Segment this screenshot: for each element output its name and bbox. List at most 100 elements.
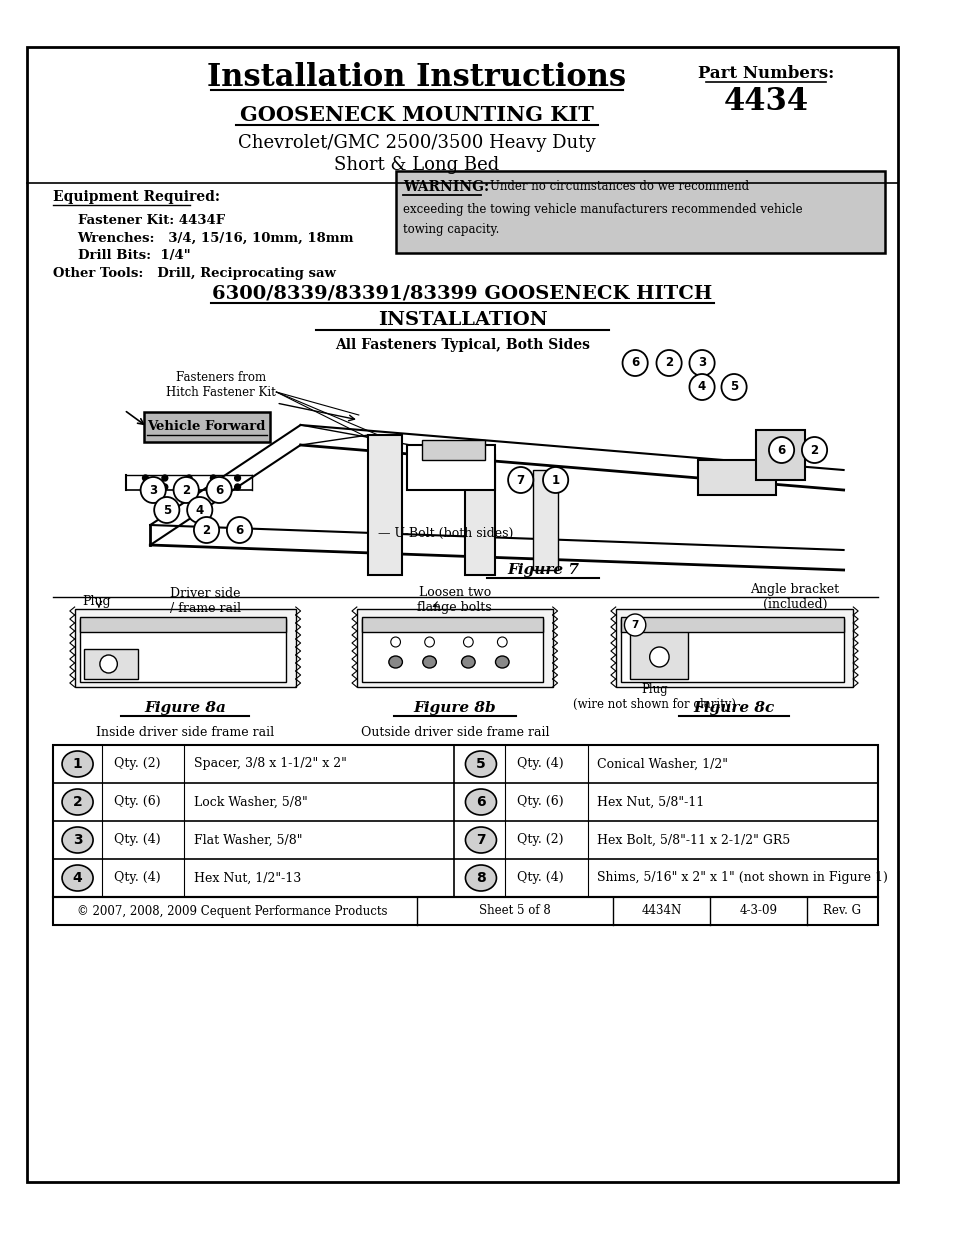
Text: Fastener Kit: 4434F: Fastener Kit: 4434F — [77, 214, 225, 226]
Text: Drill Bits:  1/4": Drill Bits: 1/4" — [77, 249, 190, 263]
Circle shape — [142, 475, 149, 480]
Text: Hex Bolt, 5/8"-11 x 2-1/2" GR5: Hex Bolt, 5/8"-11 x 2-1/2" GR5 — [597, 834, 790, 846]
Ellipse shape — [422, 656, 436, 668]
Ellipse shape — [424, 637, 434, 647]
Text: 6: 6 — [476, 795, 485, 809]
Text: — U-Bolt (both sides): — U-Bolt (both sides) — [377, 526, 513, 540]
Circle shape — [689, 374, 714, 400]
Text: Plug
(wire not shown for clarity): Plug (wire not shown for clarity) — [573, 683, 736, 711]
Circle shape — [508, 467, 533, 493]
Text: 6: 6 — [235, 524, 243, 536]
Text: Part Numbers:: Part Numbers: — [698, 64, 833, 82]
Text: 3: 3 — [72, 832, 82, 847]
Text: GOOSENECK MOUNTING KIT: GOOSENECK MOUNTING KIT — [240, 105, 594, 125]
Text: 4434N: 4434N — [640, 904, 680, 918]
Circle shape — [622, 350, 647, 375]
Text: Loosen two
flange bolts: Loosen two flange bolts — [417, 585, 492, 614]
Text: Fasteners from
Hitch Fastener Kit: Fasteners from Hitch Fastener Kit — [166, 370, 275, 399]
Ellipse shape — [465, 864, 496, 890]
Text: Figure 7: Figure 7 — [506, 563, 578, 577]
Ellipse shape — [495, 656, 509, 668]
Circle shape — [656, 350, 681, 375]
Text: 7: 7 — [631, 620, 639, 630]
Text: 5: 5 — [476, 757, 485, 771]
Circle shape — [207, 477, 232, 503]
FancyBboxPatch shape — [27, 47, 897, 1182]
Text: All Fasteners Typical, Both Sides: All Fasteners Typical, Both Sides — [335, 338, 589, 352]
Text: WARNING:: WARNING: — [403, 180, 489, 194]
Ellipse shape — [62, 827, 93, 853]
Circle shape — [186, 475, 192, 480]
Bar — [615, 609, 852, 687]
Text: Shims, 5/16" x 2" x 1" (not shown in Figure 1): Shims, 5/16" x 2" x 1" (not shown in Fig… — [597, 872, 887, 884]
Text: Qty. (4): Qty. (4) — [114, 834, 161, 846]
Text: 4434: 4434 — [722, 86, 808, 117]
Bar — [74, 609, 295, 687]
Circle shape — [542, 467, 568, 493]
Text: Wrenches:   3/4, 15/16, 10mm, 18mm: Wrenches: 3/4, 15/16, 10mm, 18mm — [77, 231, 354, 245]
Bar — [630, 624, 688, 679]
Text: 8: 8 — [476, 871, 485, 885]
Text: 6: 6 — [630, 357, 639, 369]
Text: Qty. (6): Qty. (6) — [517, 795, 563, 809]
Text: Short & Long Bed: Short & Long Bed — [334, 156, 499, 174]
Bar — [407, 445, 494, 490]
Circle shape — [140, 477, 166, 503]
Text: Installation Instructions: Installation Instructions — [207, 62, 626, 93]
Text: 5: 5 — [163, 504, 171, 516]
Bar — [421, 440, 484, 459]
Circle shape — [211, 475, 216, 480]
Circle shape — [624, 614, 645, 636]
Text: 6: 6 — [214, 483, 223, 496]
Text: Qty. (2): Qty. (2) — [517, 834, 563, 846]
Text: 5: 5 — [729, 380, 738, 394]
Bar — [53, 745, 877, 897]
Bar — [533, 471, 557, 571]
Text: 3: 3 — [698, 357, 705, 369]
Text: 7: 7 — [517, 473, 524, 487]
Text: 2: 2 — [72, 795, 82, 809]
Text: 7: 7 — [476, 832, 485, 847]
Ellipse shape — [391, 637, 400, 647]
Text: 6: 6 — [777, 443, 785, 457]
Circle shape — [720, 374, 746, 400]
Text: Lock Washer, 5/8": Lock Washer, 5/8" — [193, 795, 308, 809]
Circle shape — [162, 475, 168, 480]
Circle shape — [173, 477, 198, 503]
Text: Other Tools:   Drill, Reciprocating saw: Other Tools: Drill, Reciprocating saw — [53, 268, 335, 280]
Circle shape — [187, 496, 213, 522]
Text: Sheet 5 of 8: Sheet 5 of 8 — [478, 904, 550, 918]
Ellipse shape — [62, 789, 93, 815]
Circle shape — [211, 484, 216, 490]
Bar — [698, 459, 775, 495]
Text: Vehicle Forward: Vehicle Forward — [147, 420, 266, 433]
Circle shape — [768, 437, 793, 463]
Circle shape — [142, 484, 149, 490]
Text: 2: 2 — [182, 483, 190, 496]
Text: Figure 8a: Figure 8a — [144, 701, 226, 715]
Ellipse shape — [649, 647, 668, 667]
Text: INSTALLATION: INSTALLATION — [377, 311, 547, 329]
Ellipse shape — [62, 751, 93, 777]
Bar — [53, 897, 877, 925]
Text: Figure 8b: Figure 8b — [413, 701, 496, 715]
Text: Qty. (4): Qty. (4) — [114, 872, 161, 884]
Text: Rev. G: Rev. G — [821, 904, 860, 918]
Bar — [361, 619, 542, 682]
Text: Conical Washer, 1/2": Conical Washer, 1/2" — [597, 757, 727, 771]
Circle shape — [234, 484, 240, 490]
Circle shape — [162, 484, 168, 490]
Text: Chevrolet/GMC 2500/3500 Heavy Duty: Chevrolet/GMC 2500/3500 Heavy Duty — [238, 135, 596, 152]
Text: © 2007, 2008, 2009 Cequent Performance Products: © 2007, 2008, 2009 Cequent Performance P… — [77, 904, 388, 918]
Bar — [756, 430, 804, 480]
Text: 2: 2 — [810, 443, 818, 457]
Text: 4: 4 — [72, 871, 82, 885]
Bar — [620, 618, 842, 632]
FancyBboxPatch shape — [395, 170, 884, 253]
Text: 6300/8339/83391/83399 GOOSENECK HITCH: 6300/8339/83391/83399 GOOSENECK HITCH — [213, 284, 712, 303]
Text: Hex Nut, 5/8"-11: Hex Nut, 5/8"-11 — [597, 795, 704, 809]
Bar — [356, 609, 552, 687]
Ellipse shape — [461, 656, 475, 668]
Text: Flat Washer, 5/8": Flat Washer, 5/8" — [193, 834, 302, 846]
Text: 4: 4 — [698, 380, 705, 394]
